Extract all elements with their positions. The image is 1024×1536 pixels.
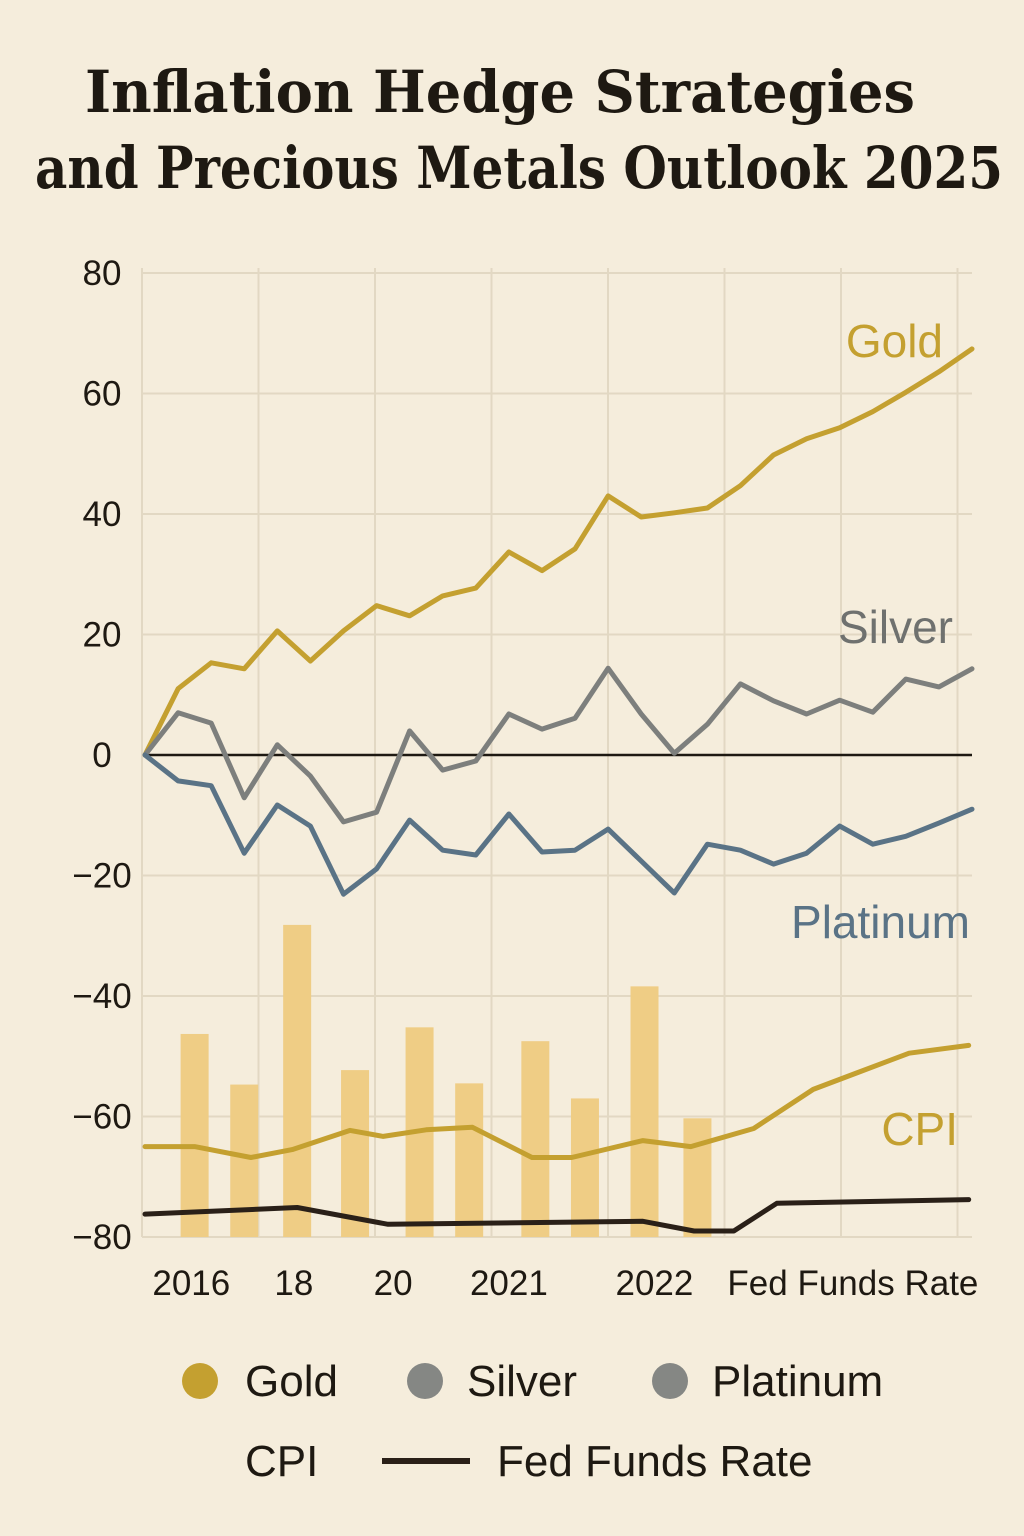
series-line-fed-funds-rate xyxy=(142,1197,972,1234)
legend-label-silver: Silver xyxy=(467,1357,577,1406)
legend-label-platinum: Platinum xyxy=(712,1357,883,1406)
y-tick-label: −40 xyxy=(72,977,131,1016)
series-label-silver: Silver xyxy=(838,601,953,653)
bar xyxy=(230,1084,259,1237)
bar xyxy=(341,1070,370,1237)
y-tick-label: −60 xyxy=(72,1098,131,1137)
tick-labels: 80 60 40 20 0 −20 −40 −60 −80 2016 18 20 2021 2022 Fed… xyxy=(72,254,978,1303)
legend-label-cpi: CPI xyxy=(245,1437,318,1486)
bar xyxy=(570,1098,599,1237)
series-line-cpi xyxy=(142,1042,972,1160)
series-line-gold xyxy=(142,346,975,758)
x-tick-label: Fed Funds Rate xyxy=(727,1264,978,1303)
series-label-platinum: Platinum xyxy=(791,896,970,948)
y-tick-label: 80 xyxy=(83,254,122,293)
y-tick-label: 0 xyxy=(92,736,111,775)
x-tick-label: 18 xyxy=(274,1264,313,1303)
legend: Gold Silver Platinum CPI Fed Funds Rate xyxy=(182,1357,883,1486)
x-tick-label: 20 xyxy=(374,1264,413,1303)
legend-marker-gold xyxy=(182,1363,218,1399)
series-labels: Gold Silver Platinum CPI xyxy=(791,315,970,1155)
series-line-platinum xyxy=(142,752,975,897)
chart-title-line2: and Precious Metals Outlook 2025 xyxy=(35,134,1003,202)
y-tick-label: −80 xyxy=(72,1218,131,1257)
bar xyxy=(283,924,312,1237)
series-line-silver xyxy=(142,665,975,825)
y-tick-label: 60 xyxy=(83,375,122,414)
y-tick-label: 40 xyxy=(83,495,122,534)
legend-marker-platinum xyxy=(652,1363,688,1399)
series-lines xyxy=(142,346,975,1234)
y-tick-label: 20 xyxy=(83,616,122,655)
grid xyxy=(141,268,972,1238)
chart-title-line1: Inflation Hedge Strategies xyxy=(85,58,915,126)
legend-label-gold: Gold xyxy=(245,1357,338,1406)
bars xyxy=(180,924,712,1237)
legend-marker-silver xyxy=(407,1363,443,1399)
series-label-cpi: CPI xyxy=(881,1103,958,1155)
bar xyxy=(630,986,659,1237)
bar xyxy=(455,1083,484,1237)
bar xyxy=(180,1033,209,1237)
y-tick-label: −20 xyxy=(72,857,131,896)
series-label-gold: Gold xyxy=(846,315,943,367)
x-tick-label: 2021 xyxy=(470,1264,548,1303)
bar xyxy=(683,1118,712,1237)
x-tick-label: 2016 xyxy=(152,1264,230,1303)
bar xyxy=(521,1041,550,1237)
x-tick-label: 2022 xyxy=(615,1264,693,1303)
legend-label-fed-funds-rate: Fed Funds Rate xyxy=(497,1437,813,1486)
